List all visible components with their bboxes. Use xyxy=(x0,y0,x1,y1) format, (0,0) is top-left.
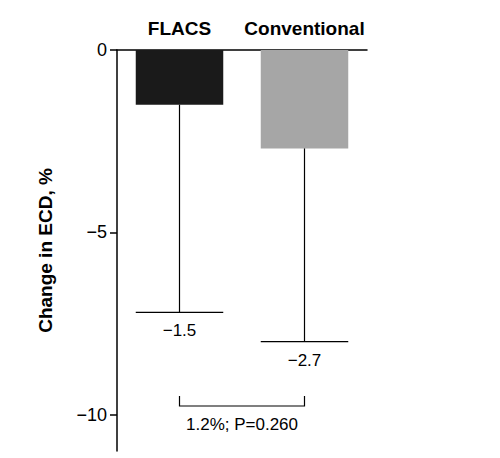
svg-text:−10: −10 xyxy=(76,405,107,425)
svg-text:−2.7: −2.7 xyxy=(288,351,322,370)
svg-text:FLACS: FLACS xyxy=(148,18,211,39)
svg-text:−5: −5 xyxy=(86,222,107,242)
svg-text:−1.5: −1.5 xyxy=(163,321,197,340)
svg-text:0: 0 xyxy=(97,40,107,60)
svg-text:1.2%; P=0.260: 1.2%; P=0.260 xyxy=(186,415,298,434)
svg-text:Change in ECD, %: Change in ECD, % xyxy=(35,168,56,333)
svg-text:Conventional: Conventional xyxy=(244,18,364,39)
